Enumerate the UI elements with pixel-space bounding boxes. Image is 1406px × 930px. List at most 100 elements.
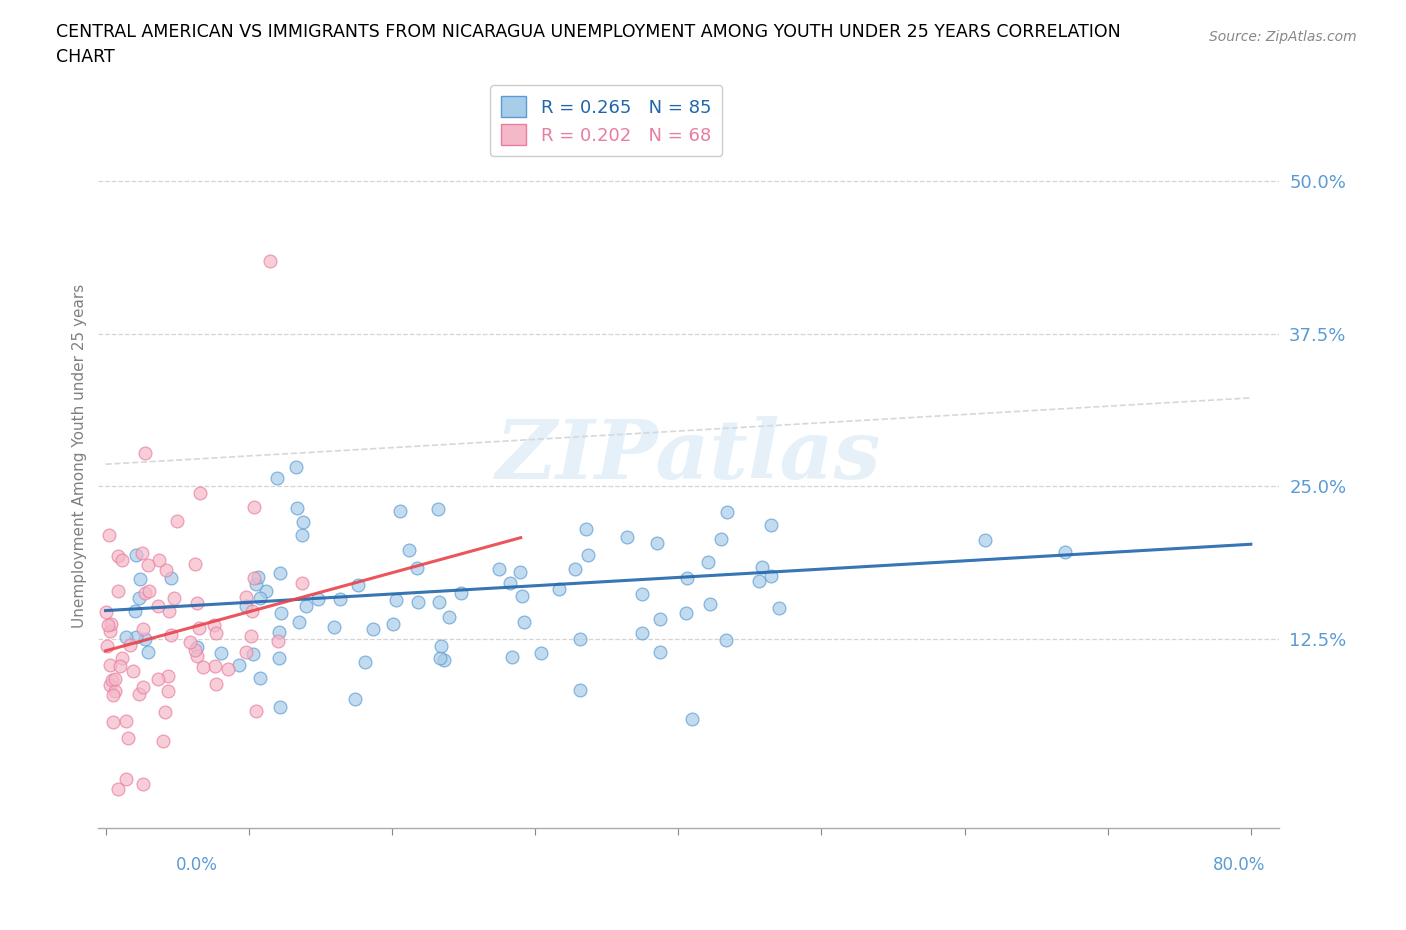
Point — [138, 584, 160, 599]
Point — [243, 499, 266, 514]
Point — [103, 715, 125, 730]
Point — [188, 485, 211, 500]
Point — [406, 561, 429, 576]
Point — [501, 650, 523, 665]
Point — [295, 598, 318, 613]
Point — [184, 643, 207, 658]
Point — [761, 518, 783, 533]
Point — [509, 565, 531, 579]
Point — [631, 587, 654, 602]
Point — [575, 521, 598, 536]
Point — [124, 604, 146, 618]
Point — [186, 640, 208, 655]
Point — [104, 684, 127, 698]
Point — [699, 596, 721, 611]
Point — [267, 633, 290, 648]
Point — [569, 683, 592, 698]
Point — [322, 620, 344, 635]
Point — [156, 669, 179, 684]
Point — [748, 574, 770, 589]
Point — [121, 663, 143, 678]
Point — [249, 591, 271, 605]
Point — [235, 598, 257, 613]
Point — [328, 591, 350, 606]
Point — [696, 554, 718, 569]
Point — [125, 547, 148, 562]
Text: 80.0%: 80.0% — [1213, 856, 1265, 873]
Point — [235, 644, 257, 659]
Point — [576, 548, 599, 563]
Point — [209, 645, 232, 660]
Point — [242, 646, 264, 661]
Point — [117, 730, 139, 745]
Point — [249, 671, 271, 685]
Point — [107, 549, 129, 564]
Point — [129, 572, 152, 587]
Point — [1053, 544, 1076, 559]
Point — [270, 605, 292, 620]
Point — [510, 589, 533, 604]
Point — [204, 626, 226, 641]
Point — [675, 606, 697, 621]
Point — [111, 650, 134, 665]
Point — [284, 459, 307, 474]
Point — [186, 649, 208, 664]
Point — [259, 253, 281, 268]
Point — [768, 601, 790, 616]
Point — [267, 651, 290, 666]
Point — [716, 505, 738, 520]
Point — [204, 676, 226, 691]
Point — [191, 659, 214, 674]
Point — [217, 661, 239, 676]
Point — [285, 500, 308, 515]
Point — [163, 591, 186, 605]
Point — [128, 591, 150, 605]
Point — [132, 680, 155, 695]
Point — [228, 658, 250, 672]
Point — [437, 609, 460, 624]
Point — [131, 777, 153, 792]
Point — [204, 658, 226, 673]
Point — [103, 687, 125, 702]
Point — [631, 626, 654, 641]
Point — [488, 562, 510, 577]
Point — [716, 632, 738, 647]
Text: CHART: CHART — [56, 48, 115, 66]
Point — [153, 705, 176, 720]
Point — [179, 635, 201, 650]
Point — [146, 599, 169, 614]
Point — [564, 562, 586, 577]
Point — [266, 471, 288, 485]
Point — [973, 533, 995, 548]
Point — [134, 445, 156, 460]
Point — [254, 584, 277, 599]
Point — [429, 639, 451, 654]
Point — [188, 620, 211, 635]
Point — [569, 631, 592, 646]
Point — [682, 712, 704, 727]
Point — [406, 594, 429, 609]
Point — [353, 655, 375, 670]
Point — [235, 590, 257, 604]
Point — [148, 552, 170, 567]
Point — [186, 595, 208, 610]
Point — [381, 617, 404, 631]
Point — [267, 625, 290, 640]
Point — [307, 591, 329, 606]
Point — [98, 658, 121, 672]
Point — [269, 565, 291, 580]
Point — [676, 570, 699, 585]
Point — [292, 515, 315, 530]
Point — [157, 684, 180, 699]
Point — [184, 556, 207, 571]
Text: CENTRAL AMERICAN VS IMMIGRANTS FROM NICARAGUA UNEMPLOYMENT AMONG YOUTH UNDER 25 : CENTRAL AMERICAN VS IMMIGRANTS FROM NICA… — [56, 23, 1121, 41]
Point — [499, 576, 522, 591]
Point — [759, 568, 782, 583]
Point — [125, 630, 148, 644]
Point — [94, 604, 117, 619]
Point — [433, 653, 456, 668]
Point — [529, 645, 551, 660]
Point — [134, 586, 156, 601]
Point — [97, 618, 120, 632]
Point — [648, 645, 671, 660]
